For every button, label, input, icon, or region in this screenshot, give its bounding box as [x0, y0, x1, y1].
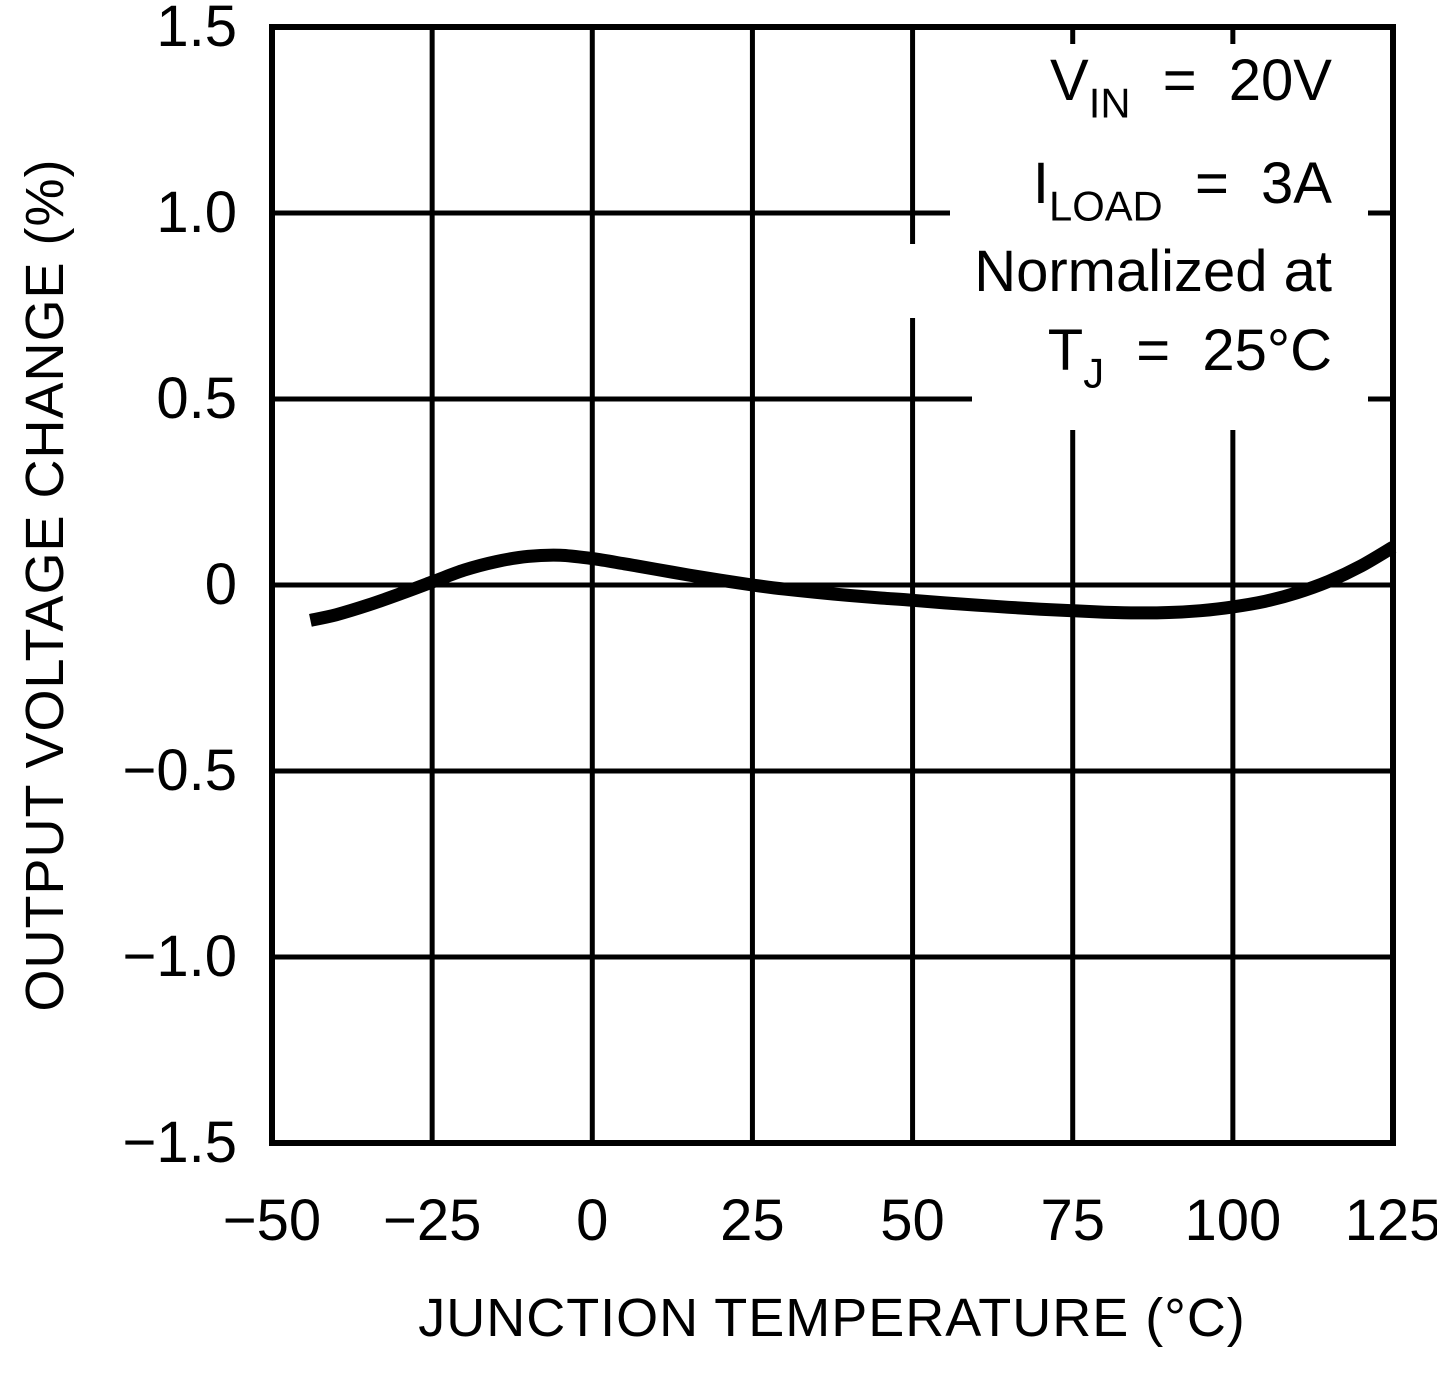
x-tick-label: 100 [1184, 1188, 1282, 1253]
x-tick-label: −50 [222, 1188, 322, 1253]
annotation-subscript: J [1083, 349, 1105, 397]
x-tick-label: 0 [576, 1188, 609, 1253]
x-tick-label: 75 [1040, 1188, 1105, 1253]
annotation-text: = 20V [1130, 48, 1332, 113]
x-tick-label: 50 [880, 1188, 945, 1253]
plot-border [269, 24, 1396, 1146]
x-tick-label: 125 [1344, 1188, 1437, 1253]
annotation-mask [900, 244, 1368, 318]
x-tick-label: 25 [720, 1188, 785, 1253]
annotation-text: Normalized at [974, 239, 1332, 304]
y-tick-label: −1.5 [122, 1110, 238, 1175]
y-axis-title: OUTPUT VOLTAGE CHANGE (%) [15, 158, 75, 1012]
annotation-text: I [1032, 151, 1050, 216]
y-tick-label: −1.0 [122, 924, 238, 989]
x-axis-title: JUNCTION TEMPERATURE (°C) [418, 1288, 1246, 1348]
annotation-text: V [1050, 48, 1089, 113]
annotation-subscript: LOAD [1049, 182, 1163, 230]
annotation-mask [950, 44, 1368, 244]
y-tick-label: −0.5 [122, 738, 238, 803]
annotation-mask [972, 318, 1368, 430]
data-curve [309, 541, 1397, 627]
annotation-text: = 3A [1162, 151, 1332, 216]
x-tick-label: −25 [382, 1188, 482, 1253]
annotation-text: T [1047, 318, 1084, 383]
annotation-line-4: TJ = 25°C [1048, 318, 1332, 398]
annotation-text: = 25°C [1104, 318, 1332, 383]
annotation-line-2: ILOAD = 3A [1033, 151, 1332, 231]
annotation-line-3: Normalized at [974, 239, 1332, 306]
y-tick-label: 1.0 [156, 180, 237, 245]
y-tick-label: 0.5 [156, 366, 237, 431]
y-tick-label: 1.5 [156, 0, 237, 59]
annotation-line-1: VIN = 20V [1050, 48, 1332, 128]
y-tick-label: 0 [204, 552, 237, 617]
annotation-subscript: IN [1088, 79, 1131, 127]
